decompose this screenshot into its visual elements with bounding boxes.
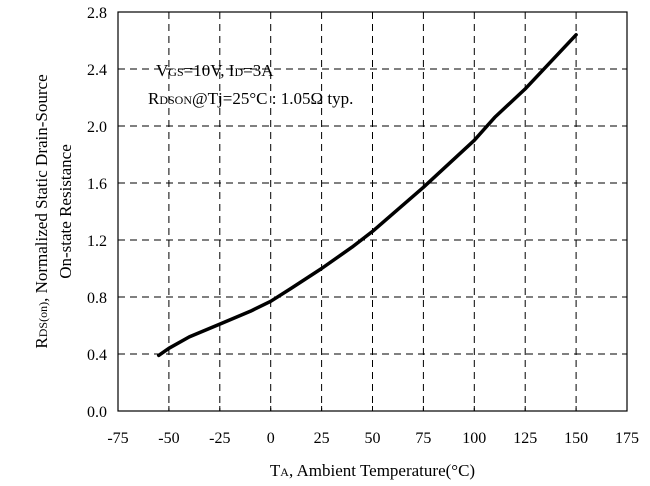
x-tick-label: 100 [462,430,486,447]
y-axis-title-line1: RDS(on), Normalized Static Drain-Source [32,74,51,348]
y-tick-label: 2.4 [87,62,107,79]
y-tick-labels: 0.0 0.4 0.8 1.2 1.6 2.0 2.4 2.8 [87,5,123,421]
x-tick-label: 125 [513,430,537,447]
annotation-block: VGS=10V, ID=3A RDSON@Tj=25°C : 1.05Ω typ. [148,61,353,108]
y-tick-label: 1.2 [87,233,107,250]
x-tick-label: 175 [615,430,639,447]
x-tick-label: 25 [314,430,330,447]
y-axis-title-line2: On-state Resistance [56,144,75,279]
x-tick-label: -25 [209,430,230,447]
series-layer [156,33,578,358]
series-line [156,33,578,358]
x-tick-label: 50 [365,430,381,447]
x-tick-label: -50 [158,430,179,447]
x-tick-label: 75 [415,430,431,447]
y-tick-label: 1.6 [87,176,107,193]
x-axis-title: TA, Ambient Temperature(°C) [270,461,475,480]
y-tick-label: 2.8 [87,5,107,22]
annotation-line2: RDSON@Tj=25°C : 1.05Ω typ. [148,89,353,108]
grid-lines [118,12,627,411]
x-tick-labels: -75 -50 -25 0 25 50 75 100 125 150 175 [107,406,639,447]
y-tick-label: 0.8 [87,290,107,307]
x-tick-label: -75 [107,430,128,447]
y-tick-label: 0.0 [87,404,107,421]
y-tick-label: 0.4 [87,347,107,364]
x-tick-label: 0 [267,430,275,447]
y-tick-label: 2.0 [87,119,107,136]
annotation-line1: VGS=10V, ID=3A [156,61,274,80]
x-tick-label: 150 [564,430,588,447]
